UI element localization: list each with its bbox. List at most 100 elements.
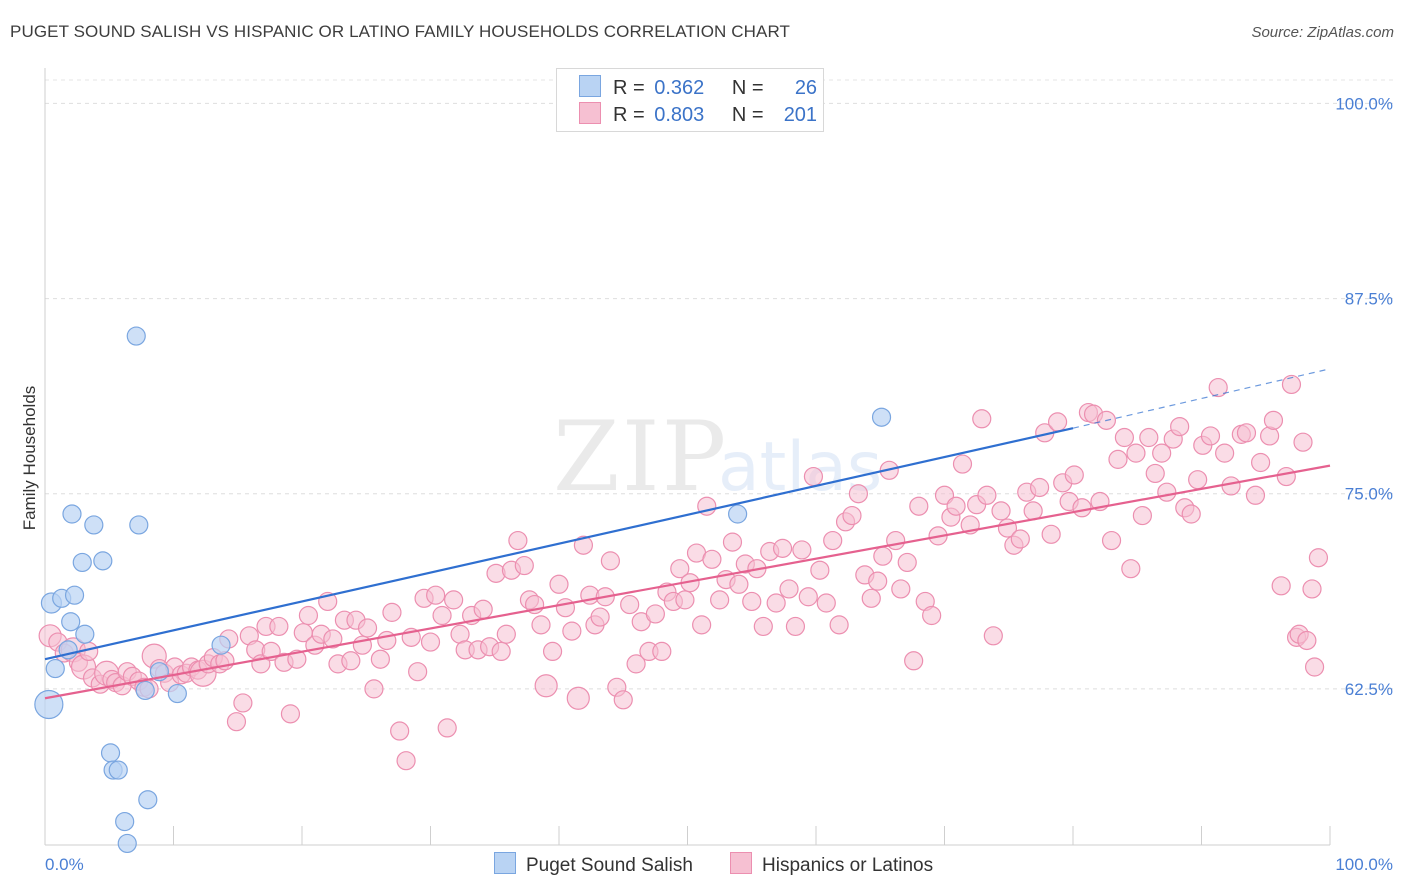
hispanics-point: [873, 546, 893, 566]
hispanics-point: [590, 607, 610, 627]
hispanics-point: [233, 693, 253, 713]
salish-point: [34, 689, 64, 720]
hispanics-point: [766, 593, 786, 613]
legend-item-salish[interactable]: Puget Sound Salish: [494, 852, 693, 877]
hispanics-point: [991, 501, 1011, 521]
hispanics-point: [1281, 374, 1302, 395]
salish-point: [61, 612, 81, 632]
hispanics-point: [1126, 443, 1146, 463]
hispanics-point: [341, 651, 361, 671]
tick-labels: 62.5% 75.0% 87.5% 100.0% 0.0% 100.0%: [45, 94, 1393, 874]
hispanics-point: [280, 704, 301, 724]
legend-label: Hispanics or Latinos: [762, 855, 934, 876]
hispanics-point: [1308, 548, 1329, 568]
hispanics-point: [1181, 504, 1201, 524]
hispanics-point: [772, 538, 793, 558]
hispanics-point: [904, 651, 924, 671]
hispanics-point: [1072, 498, 1092, 518]
hispanics-point: [729, 574, 749, 594]
hispanics-point: [1293, 432, 1313, 452]
hispanics-point: [573, 535, 594, 555]
hispanics-point: [692, 615, 712, 635]
salish-point: [126, 326, 146, 346]
hispanics-point: [1121, 559, 1141, 579]
hispanics-point: [226, 712, 247, 732]
hispanics-point: [1276, 466, 1296, 487]
series-salish-points: [34, 326, 892, 854]
hispanics-point: [420, 632, 441, 652]
hispanics-point: [323, 629, 343, 649]
hispanics-point: [670, 559, 690, 579]
salish-point: [64, 585, 85, 605]
y-tick-label: 75.0%: [1345, 485, 1393, 504]
hispanics-point: [1263, 410, 1284, 430]
hispanics-point: [444, 590, 464, 610]
hispanics-point: [1236, 423, 1257, 443]
legend-row-hispanics: R = 0.803 N = 201: [579, 102, 817, 128]
hispanics-point: [287, 649, 307, 669]
hispanics-point: [803, 466, 824, 487]
hispanics-point: [645, 604, 665, 624]
hispanics-point: [779, 579, 799, 599]
salish-point: [728, 504, 748, 524]
hispanics-trend-line: [44, 464, 1331, 700]
hispanics-point: [897, 552, 917, 573]
r-value: 0.803: [654, 104, 705, 126]
hispanics-point: [1251, 452, 1271, 473]
y-tick-label: 100.0%: [1335, 94, 1393, 113]
hispanics-point: [600, 551, 621, 571]
watermark: ZIP atlas: [553, 401, 882, 513]
hispanics-point: [514, 555, 534, 576]
hispanics-point: [952, 454, 973, 474]
salish-point: [45, 658, 65, 679]
hispanics-point: [496, 624, 516, 644]
hispanics-point: [1304, 657, 1325, 677]
legend-item-hispanics[interactable]: Hispanics or Latinos: [730, 852, 933, 877]
hispanics-point: [613, 690, 633, 710]
hispanics-point: [491, 641, 511, 662]
axes: [44, 68, 1331, 846]
hispanics-point: [396, 751, 416, 771]
r-value: 0.362: [654, 77, 705, 99]
series-hispanics-points: [38, 374, 1329, 771]
hispanics-point: [798, 587, 818, 607]
hispanics-point: [298, 605, 319, 626]
hispanics-point: [1132, 505, 1152, 526]
hispanics-point: [922, 605, 942, 626]
salish-swatch: [494, 852, 516, 874]
salish-point: [115, 811, 135, 832]
legend-label: Puget Sound Salish: [526, 855, 693, 876]
hispanics-point: [810, 560, 830, 580]
hispanics-point: [1152, 443, 1172, 463]
y-tick-label: 62.5%: [1345, 680, 1393, 699]
hispanics-point: [620, 594, 640, 615]
salish-trend-line: [44, 427, 1074, 661]
x-tick-label: 0.0%: [45, 855, 84, 874]
salish-point: [117, 833, 137, 854]
hispanics-point: [626, 654, 646, 674]
r-label: R =: [613, 104, 645, 126]
hispanics-point: [437, 718, 457, 738]
hispanics-point: [562, 621, 582, 641]
hispanics-point: [710, 590, 730, 610]
hispanics-point: [1139, 427, 1159, 448]
hispanics-point: [742, 591, 762, 612]
n-value: 26: [794, 77, 818, 99]
y-tick-label: 87.5%: [1345, 290, 1393, 309]
hispanics-point: [1221, 476, 1241, 496]
source-credit: Source: ZipAtlas.com: [1251, 24, 1394, 41]
stats-legend: R = 0.362 N = 26 R = 0.803 N = 201: [556, 68, 824, 132]
salish-point: [84, 515, 104, 535]
hispanics-point: [1114, 427, 1135, 448]
salish-point: [167, 683, 187, 704]
hispanics-point: [792, 540, 812, 560]
hispanics-point: [675, 590, 695, 610]
hispanics-point: [868, 571, 888, 591]
chart-title: PUGET SOUND SALISH VS HISPANIC OR LATINO…: [10, 22, 790, 41]
y-axis-label: Family Households: [20, 386, 39, 531]
hispanics-point: [1215, 443, 1235, 463]
hispanics-point: [542, 641, 563, 662]
salish-swatch: [579, 75, 601, 97]
hispanics-point: [909, 496, 929, 516]
hispanics-point: [1200, 426, 1221, 446]
